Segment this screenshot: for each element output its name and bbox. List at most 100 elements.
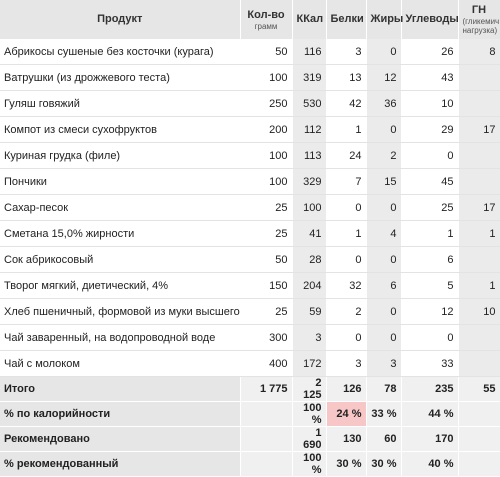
table-row: Чай с молоком 400 172 3 3 33 — [0, 350, 500, 377]
cell-kcal: 172 — [292, 350, 327, 377]
header-gl: ГН (гликемич. нагрузка) — [458, 0, 500, 39]
cell-gl — [458, 324, 500, 351]
table-row: Хлеб пшеничный, формовой из муки высшего… — [0, 298, 500, 325]
cell-name: Сок абрикосовый — [0, 246, 241, 273]
cell-qty: 25 — [240, 220, 293, 247]
table-row: Творог мягкий, диетический, 4% 150 204 32 6 5… — [0, 272, 500, 299]
table-row: Сок абрикосовый 50 28 0 0 6 — [0, 246, 500, 273]
cell-qty: 150 — [240, 272, 293, 299]
cell-qty: 100 — [240, 168, 293, 195]
cell-fat: 0 — [366, 194, 402, 221]
calorie-pct-kcal: 100 % — [292, 401, 327, 427]
cell-kcal: 59 — [292, 298, 327, 325]
recommended-pct-fat: 30 % — [366, 451, 402, 477]
total-label: Итого — [0, 376, 241, 402]
cell-qty: 100 — [240, 142, 293, 169]
cell-carbs: 1 — [401, 220, 459, 247]
cell-name: Пончики — [0, 168, 241, 195]
cell-name: Чай с молоком — [0, 350, 241, 377]
cell-kcal: 113 — [292, 142, 327, 169]
cell-qty: 400 — [240, 350, 293, 377]
cell-protein: 32 — [326, 272, 367, 299]
cell-gl — [458, 350, 500, 377]
cell-qty: 50 — [240, 246, 293, 273]
cell-name: Чай заваренный, на водопроводной воде — [0, 324, 241, 351]
cell-carbs: 10 — [401, 90, 459, 117]
header-carbs: Углеводы — [401, 0, 459, 39]
cell-qty: 250 — [240, 90, 293, 117]
table-row: Пончики 100 329 7 15 45 — [0, 168, 500, 195]
cell-fat: 0 — [366, 298, 402, 325]
cell-qty: 25 — [240, 298, 293, 325]
cell-kcal: 41 — [292, 220, 327, 247]
recommended-carbs: 170 — [401, 426, 459, 452]
total-carbs: 235 — [401, 376, 459, 402]
header-protein: Белки — [326, 0, 367, 39]
total-row: Итого 1 775 2 125 126 78 235 55 — [0, 376, 500, 402]
cell-protein: 2 — [326, 298, 367, 325]
cell-carbs: 43 — [401, 64, 459, 91]
total-qty: 1 775 — [240, 376, 293, 402]
total-fat: 78 — [366, 376, 402, 402]
cell-name: Сахар-песок — [0, 194, 241, 221]
cell-carbs: 0 — [401, 324, 459, 351]
cell-fat: 0 — [366, 116, 402, 143]
cell-name: Абрикосы сушеные без косточки (курага) — [0, 39, 241, 65]
recommended-kcal: 1 690 — [292, 426, 327, 452]
cell-carbs: 5 — [401, 272, 459, 299]
cell-qty: 25 — [240, 194, 293, 221]
cell-gl — [458, 168, 500, 195]
cell-protein: 24 — [326, 142, 367, 169]
cell-kcal: 112 — [292, 116, 327, 143]
cell-gl: 10 — [458, 298, 500, 325]
cell-qty: 50 — [240, 39, 293, 65]
recommended-label: Рекомендовано — [0, 426, 241, 452]
cell-fat: 6 — [366, 272, 402, 299]
recommended-pct-row: % рекомендованный 100 % 30 % 30 % 40 % — [0, 451, 500, 477]
header-product: Продукт — [0, 0, 241, 39]
total-gl: 55 — [458, 376, 500, 402]
header-gl-sub: (гликемич. нагрузка) — [462, 17, 500, 35]
cell-carbs: 6 — [401, 246, 459, 273]
cell-protein: 42 — [326, 90, 367, 117]
cell-kcal: 3 — [292, 324, 327, 351]
cell-qty: 100 — [240, 64, 293, 91]
cell-protein: 0 — [326, 246, 367, 273]
cell-gl: 8 — [458, 39, 500, 65]
cell-gl — [458, 64, 500, 91]
cell-kcal: 100 — [292, 194, 327, 221]
cell-gl: 17 — [458, 194, 500, 221]
cell-name: Сметана 15,0% жирности — [0, 220, 241, 247]
header-row: Продукт Кол-во грамм ККал Белки Жиры Угле… — [0, 0, 500, 39]
table-row: Сахар-песок 25 100 0 0 25 17 — [0, 194, 500, 221]
header-fat: Жиры — [366, 0, 403, 39]
cell-name: Компот из смеси сухофруктов — [0, 116, 241, 143]
cell-fat: 15 — [366, 168, 402, 195]
cell-kcal: 204 — [292, 272, 327, 299]
calorie-pct-fat: 33 % — [366, 401, 402, 427]
cell-kcal: 530 — [292, 90, 327, 117]
cell-fat: 0 — [366, 324, 402, 351]
cell-fat: 2 — [366, 142, 402, 169]
cell-protein: 1 — [326, 220, 367, 247]
cell-protein: 0 — [326, 194, 367, 221]
calorie-pct-row: % по калорийности 100 % 24 % 33 % 44 % — [0, 401, 500, 427]
cell-kcal: 116 — [292, 39, 327, 65]
cell-carbs: 33 — [401, 350, 459, 377]
table-row: Куриная грудка (филе) 100 113 24 2 0 — [0, 142, 500, 169]
cell-fat: 0 — [366, 39, 402, 65]
cell-gl — [458, 142, 500, 169]
header-qty: Кол-во грамм — [240, 0, 293, 39]
table-row: Ватрушки (из дрожжевого теста) 100 319 13 12… — [0, 64, 500, 91]
recommended-pct-protein: 30 % — [326, 451, 367, 477]
cell-carbs: 25 — [401, 194, 459, 221]
recommended-pct-kcal: 100 % — [292, 451, 327, 477]
cell-gl — [458, 90, 500, 117]
cell-fat: 4 — [366, 220, 402, 247]
cell-carbs: 29 — [401, 116, 459, 143]
cell-protein: 0 — [326, 324, 367, 351]
total-kcal: 2 125 — [292, 376, 327, 402]
table-row: Компот из смеси сухофруктов 200 112 1 0 29 17 — [0, 116, 500, 143]
cell-name: Гуляш говяжий — [0, 90, 241, 117]
